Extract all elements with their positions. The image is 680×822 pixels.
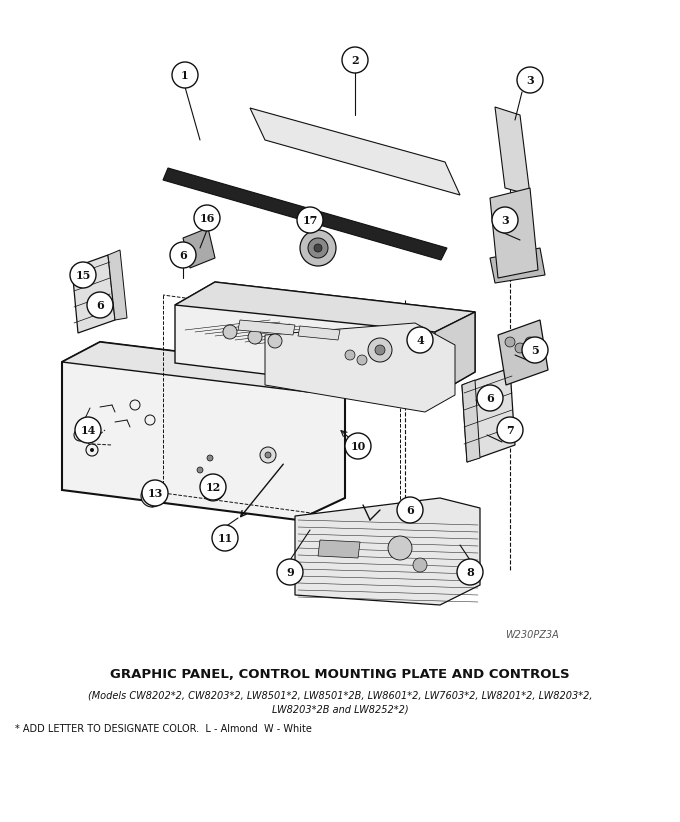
Circle shape (223, 325, 237, 339)
Circle shape (522, 337, 548, 363)
Polygon shape (175, 282, 475, 395)
Circle shape (375, 345, 385, 355)
Circle shape (141, 485, 163, 507)
Circle shape (388, 536, 412, 560)
Text: 16: 16 (199, 213, 215, 224)
Text: 1: 1 (181, 70, 189, 81)
Circle shape (194, 205, 220, 231)
Polygon shape (490, 248, 545, 283)
Circle shape (457, 559, 483, 585)
Text: 14: 14 (80, 425, 96, 436)
Circle shape (517, 67, 543, 93)
Polygon shape (62, 342, 345, 520)
Text: LW8203*2B and LW8252*2): LW8203*2B and LW8252*2) (272, 704, 408, 714)
Text: 17: 17 (303, 215, 318, 226)
Text: 4: 4 (416, 335, 424, 346)
Text: 6: 6 (406, 505, 414, 516)
Text: 10: 10 (350, 441, 366, 452)
Polygon shape (498, 320, 548, 385)
Polygon shape (108, 250, 127, 320)
Polygon shape (435, 312, 475, 395)
Circle shape (208, 485, 218, 495)
Circle shape (308, 238, 328, 258)
Circle shape (314, 244, 322, 252)
Circle shape (342, 47, 368, 73)
Text: 8: 8 (466, 567, 474, 578)
Circle shape (212, 525, 238, 551)
Circle shape (505, 337, 515, 347)
Circle shape (197, 467, 203, 473)
Polygon shape (298, 326, 340, 340)
Polygon shape (462, 368, 515, 462)
Text: 11: 11 (218, 533, 233, 544)
Circle shape (172, 62, 198, 88)
Circle shape (297, 207, 323, 233)
Text: 2: 2 (351, 55, 359, 66)
Circle shape (477, 385, 503, 411)
Text: 3: 3 (501, 215, 509, 226)
Text: 5: 5 (531, 345, 539, 356)
Text: 6: 6 (179, 250, 187, 261)
Circle shape (142, 480, 168, 506)
Polygon shape (175, 282, 475, 332)
Polygon shape (72, 255, 115, 333)
Circle shape (357, 355, 367, 365)
Circle shape (497, 417, 523, 443)
Circle shape (260, 447, 276, 463)
Polygon shape (163, 168, 447, 260)
Circle shape (397, 497, 423, 523)
Circle shape (90, 448, 94, 452)
Polygon shape (265, 323, 455, 412)
Circle shape (515, 343, 525, 353)
Circle shape (147, 491, 157, 501)
Text: 12: 12 (205, 482, 220, 493)
Text: 6: 6 (96, 300, 104, 311)
Text: (Models CW8202*2, CW8203*2, LW8501*2, LW8501*2B, LW8601*2, LW7603*2, LW8201*2, L: (Models CW8202*2, CW8203*2, LW8501*2, LW… (88, 690, 592, 700)
Circle shape (75, 417, 101, 443)
Polygon shape (183, 228, 215, 268)
Circle shape (277, 559, 303, 585)
Circle shape (248, 330, 262, 344)
Circle shape (70, 262, 96, 288)
Text: 13: 13 (148, 488, 163, 499)
Circle shape (345, 433, 371, 459)
Circle shape (345, 350, 355, 360)
Text: W230PZ3A: W230PZ3A (505, 630, 559, 640)
Circle shape (170, 242, 196, 268)
Text: GRAPHIC PANEL, CONTROL MOUNTING PLATE AND CONTROLS: GRAPHIC PANEL, CONTROL MOUNTING PLATE AN… (110, 668, 570, 681)
Circle shape (413, 558, 427, 572)
Circle shape (300, 230, 336, 266)
Circle shape (207, 455, 213, 461)
Circle shape (268, 334, 282, 348)
Polygon shape (238, 320, 295, 335)
Circle shape (78, 433, 82, 437)
Circle shape (525, 337, 535, 347)
Polygon shape (295, 498, 480, 605)
Polygon shape (490, 188, 538, 278)
Polygon shape (250, 108, 460, 195)
Text: 9: 9 (286, 567, 294, 578)
Text: 6: 6 (486, 393, 494, 404)
Circle shape (200, 474, 226, 500)
Circle shape (492, 207, 518, 233)
Text: 15: 15 (75, 270, 90, 281)
Polygon shape (62, 342, 345, 392)
Polygon shape (318, 540, 360, 558)
Circle shape (87, 292, 113, 318)
Text: * ADD LETTER TO DESIGNATE COLOR.  L - Almond  W - White: * ADD LETTER TO DESIGNATE COLOR. L - Alm… (15, 724, 312, 734)
Circle shape (407, 327, 433, 353)
Polygon shape (495, 107, 530, 195)
Circle shape (265, 452, 271, 458)
Polygon shape (462, 380, 480, 462)
Text: 7: 7 (506, 425, 514, 436)
Text: 3: 3 (526, 75, 534, 86)
Circle shape (368, 338, 392, 362)
Circle shape (202, 479, 224, 501)
